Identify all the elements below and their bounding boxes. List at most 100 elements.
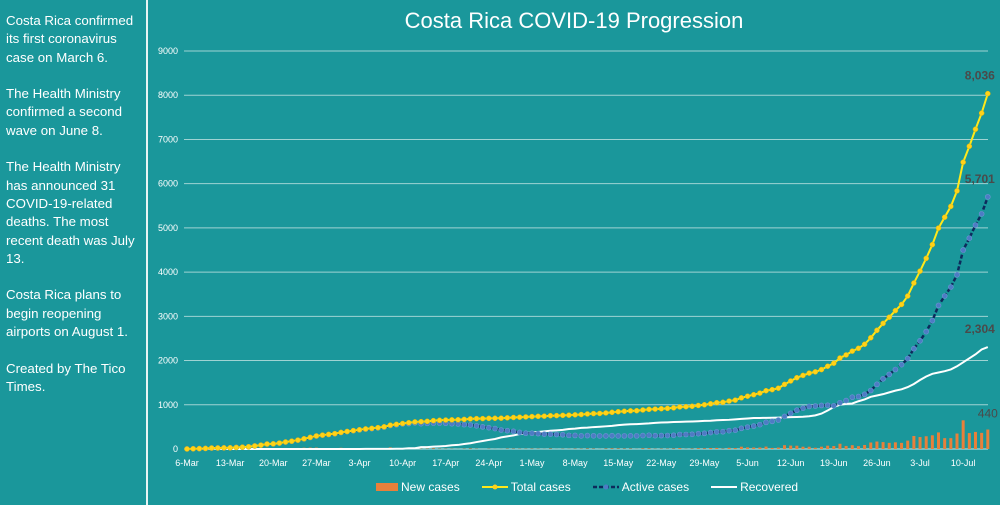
total-cases-point [627, 408, 634, 414]
total-cases-point [227, 445, 233, 451]
total-cases-point [516, 414, 523, 420]
new-cases-bar [739, 446, 743, 449]
total-cases-point [566, 412, 572, 418]
info-first-case: Costa Rica confirmed its first coronavir… [6, 13, 134, 65]
active-cases-point [609, 432, 615, 439]
active-cases-point [867, 387, 874, 394]
total-cases-point [837, 355, 843, 361]
new-cases-bar [887, 442, 891, 449]
total-cases-point [344, 428, 350, 435]
total-cases-point [941, 214, 948, 220]
y-tick-label: 9000 [158, 46, 178, 56]
total-cases-point [295, 437, 301, 443]
info-deaths: The Health Ministry has announced 31 COV… [6, 159, 135, 266]
total-cases-point [904, 293, 911, 299]
active-cases-line [186, 196, 989, 451]
total-cases-point [239, 444, 246, 450]
total-cases-point [818, 366, 825, 373]
new-cases-bar [709, 448, 713, 449]
x-tick-label: 22-May [646, 458, 677, 468]
total-cases-point [812, 369, 819, 375]
total-cases-point [732, 397, 738, 403]
total-cases-point [652, 406, 658, 412]
total-cases-point [270, 441, 276, 447]
total-cases-point [701, 402, 708, 408]
total-cases-point [436, 417, 443, 424]
active-cases-point [806, 403, 812, 410]
total-cases-point [714, 399, 720, 406]
active-cases-point [504, 427, 511, 434]
total-cases-point [498, 415, 504, 421]
active-cases-point [615, 433, 622, 439]
total-cases-point [190, 446, 196, 452]
total-cases-point [892, 307, 899, 314]
total-cases-point [935, 225, 942, 231]
x-tick-label: 8-May [563, 458, 589, 468]
total-cases-point [948, 203, 954, 210]
total-cases-point [208, 445, 215, 451]
active-cases-point [898, 361, 905, 368]
new-cases-bar [863, 444, 867, 449]
total-cases-point [510, 414, 517, 421]
total-cases-point [356, 427, 363, 433]
total-cases-point [572, 412, 578, 418]
active-cases-point [726, 427, 732, 434]
new-cases-bar [973, 431, 977, 449]
legend-active-swatch-icon [592, 484, 619, 490]
total-cases-point [264, 441, 270, 447]
new-cases-bar [641, 448, 645, 449]
active-cases-point [572, 432, 578, 439]
total-cases-point [646, 406, 652, 413]
total-cases-point [233, 444, 240, 451]
active-cases-point [584, 432, 591, 439]
x-tick-label: 6-Mar [175, 458, 199, 468]
active-cases-point [578, 433, 585, 439]
legend-bar-swatch-icon [376, 483, 398, 491]
active-cases-point [763, 419, 769, 426]
active-cases-point [492, 425, 498, 432]
total-cases-point [338, 429, 344, 436]
total-cases-point [794, 374, 800, 381]
new-cases-bar [838, 443, 842, 449]
active-cases-point [818, 402, 825, 409]
total-cases-point [960, 159, 966, 165]
total-cases-point [590, 410, 597, 417]
active-cases-point [849, 394, 856, 401]
total-cases-point [529, 413, 535, 420]
total-cases-point [787, 378, 794, 384]
total-cases-point [929, 241, 936, 248]
active-cases-point [886, 371, 893, 378]
new-cases-bar [647, 448, 651, 449]
total-cases-point [412, 419, 418, 425]
new-cases-bar [764, 446, 768, 449]
active-cases-point [911, 345, 917, 352]
total-cases-point [541, 413, 548, 419]
active-cases-point [892, 366, 899, 373]
active-cases-point [960, 247, 966, 253]
total-cases-point [461, 416, 467, 423]
total-cases-point [954, 188, 960, 194]
new-cases-data-label: 440 [978, 407, 998, 421]
new-cases-bar [844, 445, 848, 449]
active-cases-point [880, 375, 886, 382]
legend-new-cases: New cases [376, 480, 460, 494]
y-tick-label: 5000 [158, 223, 178, 233]
new-cases-bar [752, 447, 756, 449]
active-cases-point [498, 427, 504, 433]
info-credit: Created by The Tico Times. [6, 360, 126, 394]
total-cases-line [186, 93, 989, 450]
legend-label: Recovered [740, 480, 799, 494]
active-cases-point [800, 405, 806, 411]
total-cases-point [535, 413, 541, 420]
total-cases-point [523, 414, 529, 420]
new-cases-bar [431, 448, 435, 449]
active-cases-point [627, 433, 634, 439]
active-cases-point [603, 433, 609, 439]
new-cases-bar [783, 445, 787, 449]
active-cases-point [701, 430, 708, 437]
total-cases-point [504, 415, 511, 421]
total-cases-point [473, 415, 480, 422]
total-cases-point [738, 395, 745, 401]
total-cases-point [467, 416, 474, 422]
total-cases-point [670, 405, 677, 411]
